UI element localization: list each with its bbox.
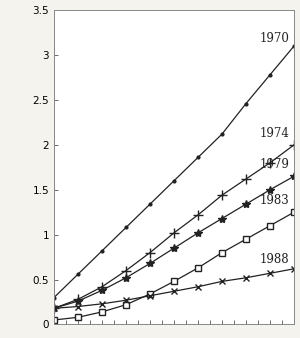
Text: 1988: 1988: [259, 253, 289, 266]
Text: 1970: 1970: [259, 32, 289, 45]
Text: 1974: 1974: [259, 127, 289, 140]
Text: 1983: 1983: [259, 194, 289, 207]
Text: 1979: 1979: [259, 158, 289, 171]
